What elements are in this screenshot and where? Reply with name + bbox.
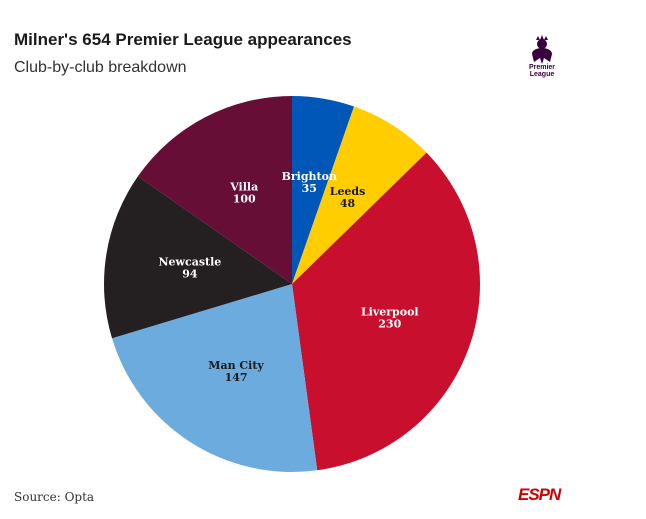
logo-text-line1: Premier [528, 64, 556, 71]
pie-slice-liverpool [292, 152, 480, 471]
premier-league-lion-icon [532, 35, 552, 64]
slice-label-brighton: Brighton [282, 170, 337, 183]
pie-slice-brighton [292, 96, 355, 284]
pie-slice-newcastle [103, 176, 292, 339]
slice-value-leeds: 48 [340, 197, 356, 210]
pie-slice-man-city [112, 284, 318, 472]
slice-value-brighton: 35 [302, 182, 317, 195]
slice-label-newcastle: Newcastle [158, 256, 221, 269]
espn-logo: ESPN [518, 485, 563, 503]
slice-label-leeds: Leeds [330, 185, 366, 198]
premier-league-logo-text: Premier League [522, 64, 562, 78]
source-note: Source: Opta [14, 490, 95, 504]
slice-label-villa: Villa [229, 180, 258, 193]
slice-value-liverpool: 230 [378, 318, 401, 331]
slice-value-villa: 100 [233, 192, 256, 205]
chart-subtitle: Club-by-club breakdown [14, 59, 187, 76]
slice-value-newcastle: 94 [182, 268, 198, 281]
pie-slice-leeds [292, 106, 427, 284]
slice-value-man-city: 147 [225, 371, 248, 384]
slice-label-liverpool: Liverpool [361, 306, 419, 319]
logo-text-line2: League [529, 71, 555, 78]
slice-label-man-city: Man City [208, 359, 264, 372]
chart-title: Milner's 654 Premier League appearances [14, 30, 352, 49]
pie-slices [103, 96, 480, 472]
espn-logo-text: ESPN [518, 485, 562, 503]
pie-slice-villa [137, 96, 292, 284]
